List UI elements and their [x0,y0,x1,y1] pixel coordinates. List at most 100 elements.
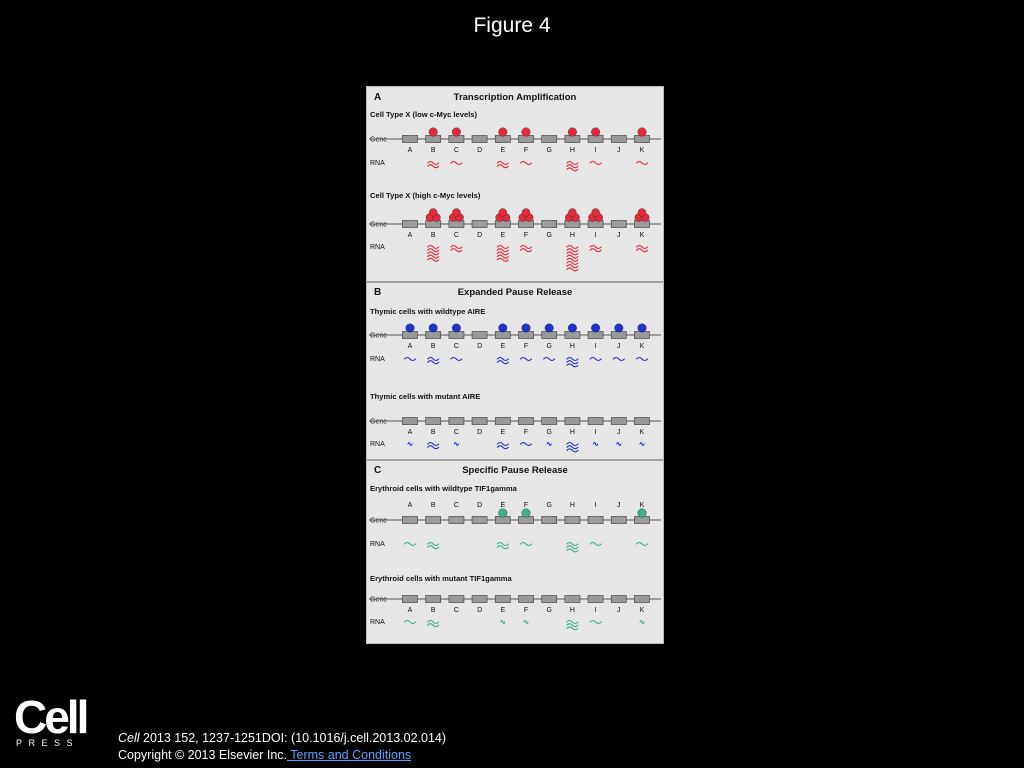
panel-B-case-2-rna-label: RNA [370,441,385,448]
panel-C-case-2-rna-H-2 [566,626,579,631]
panel-A-case-2-rna-H-6 [566,264,579,269]
panel-C-case-2-letter-A: A [408,607,413,614]
panel-A-case-2-rna-F-1 [519,248,533,253]
panel-A-case-2-rna-H-4 [566,257,579,262]
panel-B-case-1-factor-K [637,323,647,333]
panel-B-case-2-gene-box-B [425,417,442,425]
terms-link[interactable]: Terms and Conditions [287,748,412,762]
panel-C-case-2-letter-H: H [570,607,575,614]
panel-A-case-1-factor-K [637,127,647,137]
panel-C-case-2-rna-I-0 [589,619,602,625]
panel-B-case-1-letter-D: D [477,343,482,350]
panel-C-case-1-letter-A: A [408,502,413,509]
panel-B-case-1-factor-G [544,323,554,333]
panel-A-case-1-factor-E [498,127,508,137]
panel-B-case-1-factor-H [567,323,577,333]
panel-A-case-2-gene-box-C [448,220,465,228]
panel-C-case-1-gene-box-K [634,516,650,524]
panel-A-case-2-letter-H: H [570,232,575,239]
panel-B-case-1-gene-box-C [448,331,465,339]
panel-C-case-1-rna-H-0 [566,541,579,547]
panel-A-case-2-rna-F-0 [519,244,533,250]
panel-A-case-1-gene-box-B [425,135,442,143]
panel-C-case-2-rna-A-0 [403,619,417,625]
panel-letter-A: A [374,92,381,103]
panel-B-case-2-rna-K-0 [639,441,645,447]
panel-A-case-1-letter-C: C [454,147,459,154]
panel-C-case-2-gene-label: Gene [370,597,387,604]
panel-B-case-2-gene-box-D [471,417,488,425]
panel-A-case-2-gene-box-G [541,220,558,228]
panel-C-case-2-rna-H-1 [566,623,579,628]
panel-B-case-1-letter-H: H [570,343,575,350]
panel-A-case-1-gene-box-A [402,135,418,143]
panel-B-case-1-gene-box-B [425,331,442,339]
panel-A-case-1-rna-B-0 [427,160,440,166]
panel-B-case-2-rna-A-0 [407,441,413,447]
panel-A-case-1-rna-E-0 [496,160,509,166]
panel-C-case-2-letter-B: B [431,607,436,614]
panel-C-case-2-gene-box-A [402,595,418,603]
panel-A-case-2-rna-C-1 [450,248,463,253]
panel-C-case-1-rna-B-0 [427,541,440,547]
panel-B-case-1-letter-E: E [500,343,505,350]
panel-B-case-2-gene-box-C [448,417,465,425]
panel-C-case-1-letter-C: C [454,502,459,509]
panel-B-case-2-rna-E-1 [496,445,509,450]
panel-C-case-1-gene-box-A [402,516,418,524]
panel-B-case-2-rna-J-0 [616,441,622,447]
panel-A-case-2-rna-E-0 [496,244,509,250]
panel-B-case-2-rna-F-0 [519,441,533,447]
panel-B-case-1-rna-K-0 [635,356,649,362]
panel-C-case-1-letter-G: G [546,502,551,509]
panel-B-case-1-letter-J: J [617,343,621,350]
panel-A-case-2-factor-H-t [568,208,577,217]
panel-B-case-1-letter-B: B [431,343,436,350]
panel-A-case-2-factor-B-t [428,208,438,217]
panel-C-case-2-gene-box-J [610,595,627,603]
panel-A-case-2-rna-K-0 [635,244,649,250]
panel-A-case-2-letter-K: K [640,232,645,239]
panel-A-case-1-gene-box-J [610,135,627,143]
panel-C-case-2-gene-box-E [494,595,511,603]
panel-A-case-1-letter-F: F [524,147,528,154]
panel-A-case-2-factor-K-t [637,208,647,217]
panel-B-case-1-letter-G: G [546,343,551,350]
panel-C-case-2-letter-E: E [500,607,505,614]
panel-A-case-2-factor-C-t [452,208,461,217]
panel-B-case-1-gene-box-J [610,331,627,339]
panel-A-case-1-gene-label: Gene [370,137,387,144]
panel-C-case-2-rna-K-0 [639,619,645,625]
panel-B-case-1-rna-F-0 [519,356,533,362]
panel-B-case-1-rna-H-1 [566,360,579,365]
panel-A-case-2-letter-J: J [617,232,621,239]
panel-B-case-1-gene-box-K [634,331,650,339]
panel-C-case-1-rna-H-2 [566,548,579,553]
panel-B-case-1-factor-F [521,323,531,333]
panel-C-case-1-gene-box-G [541,516,558,524]
panel-A-case-2-rna-B-1 [427,248,440,253]
panel-A-case-2-gene-box-K [634,220,650,228]
panel-B-case-2-rna-H-2 [566,448,579,453]
panel-A-case-2-factor-F-t [521,208,531,217]
panel-A-case-1-gene-box-K [634,135,650,143]
panel-B-case-1-gene-box-G [541,331,558,339]
panel-A-case-1-letter-E: E [500,147,505,154]
panel-A-case-2-rna-H-7 [566,267,579,272]
panel-B-case-1-rna-B-1 [427,360,440,365]
panel-A-case-2-rna-H-5 [566,260,579,266]
panel-B-case-2-rna-B-1 [427,445,440,450]
panel-A-case-2-letter-C: C [454,232,459,239]
panel-B-case-1-rna-H-2 [566,363,579,368]
panel-A-case-2-factor-I-t [591,208,600,217]
panel-A-case-2-letter-D: D [477,232,482,239]
panel-B-case-2-rna-H-1 [566,445,579,450]
panel-B-case-1-factor-J [614,323,624,333]
panel-letter-C: C [374,465,381,476]
panel-A-case-2-rna-H-3 [566,254,579,259]
panel-B-case-1-gene-box-F [518,331,534,339]
panel-A-case-2-letter-I: I [595,232,597,239]
panel-A-case-1-rna-label: RNA [370,160,385,167]
figure-panel: A Transcription Amplification Cell Type X … [366,86,664,644]
panel-A-case-1-rna-E-1 [496,164,509,169]
